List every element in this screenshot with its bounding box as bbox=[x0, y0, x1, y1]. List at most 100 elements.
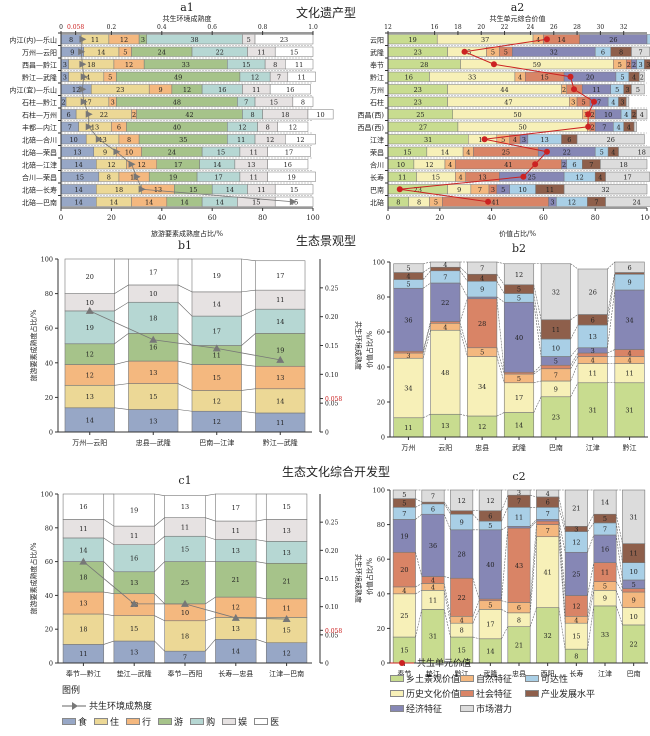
legend-label: 娱 bbox=[238, 718, 248, 728]
data-label: 14 bbox=[276, 397, 284, 405]
connector-line bbox=[422, 282, 431, 289]
connector-line bbox=[256, 519, 267, 522]
data-label: 36 bbox=[404, 316, 412, 324]
legend-label: 市场潜力 bbox=[476, 705, 513, 715]
data-label: 23 bbox=[280, 36, 288, 44]
data-label: 8 bbox=[69, 36, 73, 44]
data-label: 12 bbox=[183, 86, 191, 94]
connector-line bbox=[501, 495, 509, 511]
legend-swatch bbox=[126, 718, 141, 725]
data-label: 16 bbox=[601, 545, 609, 553]
bar-segment bbox=[287, 71, 316, 82]
bar-segment bbox=[128, 258, 179, 286]
data-label: 17 bbox=[486, 621, 494, 629]
data-label: 31 bbox=[625, 406, 633, 414]
connector-line bbox=[587, 514, 595, 527]
connector-line bbox=[533, 396, 542, 413]
data-label: 9 bbox=[554, 385, 558, 393]
y-axis-title: 价值占比/% bbox=[365, 331, 374, 368]
data-label: 18 bbox=[79, 626, 87, 634]
legend-swatch bbox=[525, 690, 539, 697]
legend-label: 乡土景观价值 bbox=[406, 675, 461, 685]
data-label: 3 bbox=[63, 61, 67, 69]
line-marker bbox=[591, 98, 598, 105]
connector-line bbox=[558, 521, 566, 596]
data-label: 8 bbox=[417, 198, 421, 206]
data-label: 15 bbox=[181, 545, 189, 553]
data-label: 34 bbox=[478, 383, 486, 391]
data-label: 5 bbox=[402, 491, 406, 499]
data-label: 5 bbox=[501, 186, 505, 194]
line-marker bbox=[543, 148, 550, 155]
data-label: 7 bbox=[244, 98, 248, 106]
bar-segment bbox=[638, 71, 645, 82]
data-label: 2 bbox=[591, 123, 595, 131]
data-label: 23 bbox=[414, 86, 422, 94]
data-label: 47 bbox=[504, 98, 512, 106]
x-tick-label: 垫江—武隆 bbox=[117, 669, 152, 678]
connector-line bbox=[241, 308, 256, 317]
x-tick-label: 巴南—江津 bbox=[199, 438, 234, 447]
connector-line bbox=[496, 274, 505, 285]
bar-segment bbox=[128, 301, 179, 334]
line-marker bbox=[85, 123, 93, 131]
bar-segment bbox=[467, 298, 498, 349]
data-label: 21 bbox=[515, 641, 523, 649]
connector-line bbox=[443, 514, 451, 530]
bar-segment bbox=[430, 282, 461, 322]
data-label: 11 bbox=[295, 61, 303, 69]
top-axis-label: 共生环境成熟度 bbox=[163, 14, 212, 23]
connector-line bbox=[459, 267, 468, 275]
data-label: 14 bbox=[216, 198, 224, 206]
chart-b1: b1 14 13 12 12 19 10 20 万州—云阳 13 15 13 16 18 10 17 忠县—武隆… bbox=[29, 239, 363, 447]
top-tick-label: 0.058 bbox=[67, 24, 84, 31]
data-label: 17 bbox=[276, 272, 284, 280]
triangle-line-icon bbox=[62, 701, 86, 710]
category-label: 北碚—江津 bbox=[22, 160, 57, 169]
data-label: 17 bbox=[515, 394, 523, 402]
legend-swatch bbox=[62, 718, 76, 725]
line-marker bbox=[80, 98, 88, 106]
connector-line bbox=[103, 537, 115, 545]
top-tick-label: 12 bbox=[384, 24, 392, 31]
data-label: 17 bbox=[623, 173, 631, 181]
connector-line bbox=[570, 324, 579, 340]
connector-line bbox=[615, 605, 623, 626]
connector-line bbox=[615, 514, 623, 544]
data-label: 4 bbox=[443, 261, 447, 269]
connector-line bbox=[472, 636, 480, 640]
x-tick-label: 奉节 bbox=[397, 669, 411, 678]
bar-segment bbox=[285, 134, 316, 145]
legend-swatch bbox=[460, 690, 474, 697]
data-label: 9 bbox=[460, 519, 464, 527]
line-marker bbox=[276, 355, 285, 363]
bar-segment bbox=[644, 59, 650, 70]
connector-line bbox=[615, 534, 623, 581]
data-label: 7 bbox=[443, 273, 447, 281]
data-label: 7 bbox=[554, 371, 558, 379]
data-label: 11 bbox=[429, 596, 437, 604]
data-label: 15 bbox=[242, 61, 250, 69]
y2-tick-label: 0.058 bbox=[325, 396, 342, 403]
connector-line bbox=[558, 536, 566, 624]
bar-segment bbox=[113, 493, 155, 527]
data-label: 49 bbox=[174, 73, 182, 81]
bar-segment bbox=[600, 159, 648, 170]
data-label: 16 bbox=[218, 86, 226, 94]
data-label: 12 bbox=[86, 351, 94, 359]
data-label: 13 bbox=[282, 549, 290, 557]
connector-line bbox=[177, 409, 193, 412]
data-label: 8 bbox=[266, 123, 270, 131]
data-label: 5 bbox=[632, 581, 636, 589]
data-label: 28 bbox=[478, 320, 486, 328]
connector-line bbox=[587, 605, 595, 650]
connector-line bbox=[459, 298, 468, 322]
data-label: 18 bbox=[149, 314, 157, 322]
connector-line bbox=[558, 524, 566, 617]
data-label: 6 bbox=[572, 161, 576, 169]
x-tick-label: 奉节—西阳 bbox=[168, 669, 203, 678]
bar-segment bbox=[577, 268, 608, 315]
connector-line bbox=[114, 360, 129, 365]
y-tick-label: 80 bbox=[377, 294, 385, 302]
data-label: 11 bbox=[398, 173, 406, 181]
